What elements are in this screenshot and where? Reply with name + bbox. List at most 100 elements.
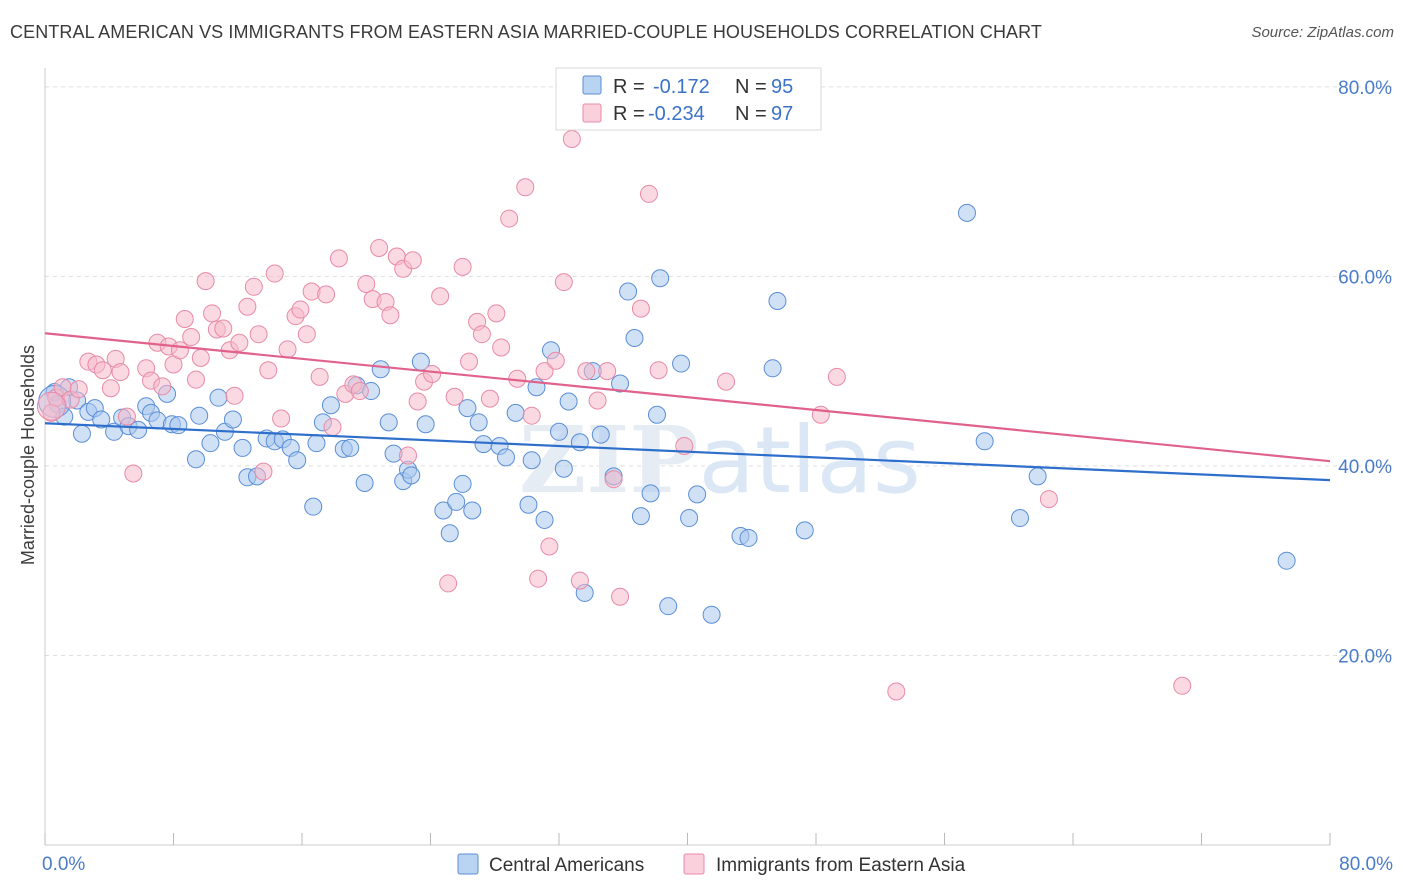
trend-lines — [44, 332, 1331, 482]
eastern-asia-point — [238, 297, 257, 316]
eastern-asia-point — [408, 392, 427, 411]
central-american-point — [659, 597, 678, 616]
eastern-asia-point — [291, 300, 310, 319]
eastern-asia-point — [423, 364, 442, 383]
central-american-point — [506, 403, 525, 422]
eastern-asia-point — [717, 372, 736, 391]
eastern-asia-point — [1173, 676, 1192, 695]
central-american-point — [957, 203, 976, 222]
legend-r-value: -0.172 — [653, 76, 710, 98]
central-american-point — [702, 605, 721, 624]
central-american-point — [535, 510, 554, 529]
legend-n-label: N = — [735, 76, 767, 98]
x-tick-label: 0.0% — [42, 854, 85, 875]
central-american-point — [474, 435, 493, 454]
central-american-point — [453, 474, 472, 493]
eastern-asia-point — [453, 257, 472, 276]
eastern-asia-point — [460, 352, 479, 371]
x-tick-labels: 0.0% 80.0% — [42, 854, 1393, 875]
eastern-asia-point — [381, 306, 400, 325]
eastern-asia-point — [272, 409, 291, 428]
eastern-asia-point — [588, 391, 607, 410]
central-american-point — [458, 399, 477, 418]
central-american-point — [307, 434, 326, 453]
eastern-asia-point — [249, 325, 268, 344]
central-american-point — [672, 354, 691, 373]
eastern-asia-point — [399, 446, 418, 465]
legend-swatch-blue — [582, 75, 602, 95]
central-american-point — [434, 501, 453, 520]
central-american-point — [209, 388, 228, 407]
eastern-asia-point — [445, 387, 464, 406]
eastern-asia-point — [570, 571, 589, 590]
eastern-asia-point — [111, 363, 130, 382]
central-american-point — [201, 434, 220, 453]
y-axis-label: Married-couple Households — [18, 345, 38, 565]
eastern-asia-point — [175, 310, 194, 329]
central-american-point — [795, 521, 814, 540]
central-american-point — [688, 485, 707, 504]
y-tick-labels: 20.0% 40.0% 60.0% 80.0% — [1338, 78, 1392, 668]
eastern-asia-point — [214, 319, 233, 338]
eastern-asia-point — [500, 209, 519, 228]
watermark-zip: ZIP — [519, 406, 698, 514]
central-american-point — [1010, 509, 1029, 528]
legend-series-name: Immigrants from Eastern Asia — [716, 855, 966, 876]
eastern-asia-point — [649, 361, 668, 380]
eastern-asia-point — [492, 338, 511, 357]
eastern-asia-trend-line — [44, 332, 1331, 463]
central-american-point — [619, 282, 638, 301]
eastern-asia-point — [540, 537, 559, 556]
eastern-asia-point — [170, 341, 189, 360]
eastern-asia-point — [350, 382, 369, 401]
eastern-asia-point — [480, 389, 499, 408]
eastern-asia-point — [329, 249, 348, 268]
eastern-asia-point — [265, 264, 284, 283]
eastern-asia-point — [244, 277, 263, 296]
central-american-point — [129, 420, 148, 439]
eastern-asia-point — [562, 129, 581, 148]
central-american-point — [739, 528, 758, 547]
central-american-point — [519, 495, 538, 514]
eastern-asia-point — [439, 574, 458, 593]
eastern-asia-point — [631, 299, 650, 318]
legend-r-value: -0.234 — [648, 103, 705, 125]
central-american-point — [463, 501, 482, 520]
central-american-point — [440, 524, 459, 543]
eastern-asia-point — [357, 274, 376, 293]
central-american-point — [641, 484, 660, 503]
eastern-asia-point — [297, 325, 316, 344]
y-tick-label: 80.0% — [1338, 78, 1392, 99]
eastern-asia-point — [370, 238, 389, 257]
central-american-point — [680, 509, 699, 528]
central-american-point — [591, 425, 610, 444]
eastern-asia-point — [196, 272, 215, 291]
legend-n-label: N = — [735, 103, 767, 125]
grid-lines — [45, 86, 1392, 656]
eastern-asia-point — [203, 304, 222, 323]
legend-n-value: 97 — [771, 103, 793, 125]
central-american-point — [768, 292, 787, 311]
central-american-point — [522, 451, 541, 470]
eastern-asia-point — [93, 361, 112, 380]
central-american-point — [72, 424, 91, 443]
eastern-asia-point — [317, 285, 336, 304]
central-american-point — [371, 360, 390, 379]
legend-swatch-pink — [582, 103, 602, 123]
central-american-point — [559, 392, 578, 411]
central-american-point — [975, 432, 994, 451]
eastern-asia-point — [611, 587, 630, 606]
central-american-point — [288, 451, 307, 470]
eastern-asia-point — [639, 184, 658, 203]
eastern-asia-point — [827, 367, 846, 386]
eastern-asia-point — [546, 351, 565, 370]
eastern-asia-point — [182, 328, 201, 347]
eastern-asia-point — [186, 370, 205, 389]
eastern-asia-point — [254, 462, 273, 481]
central-americans-trend-line — [44, 422, 1331, 482]
central-american-point — [631, 507, 650, 526]
central-american-point — [647, 405, 666, 424]
central-american-point — [651, 269, 670, 288]
eastern-asia-point — [153, 377, 172, 396]
